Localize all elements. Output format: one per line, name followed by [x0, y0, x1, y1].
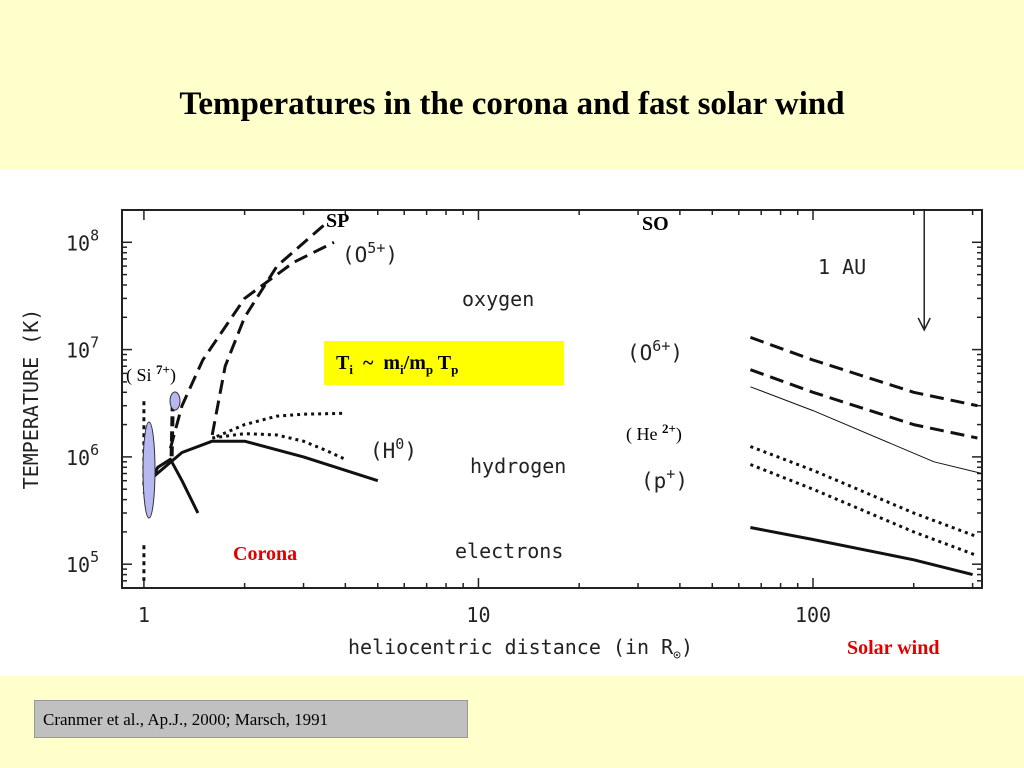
- one-au-label: 1 AU: [818, 255, 866, 279]
- proton-label: (p+): [641, 465, 688, 493]
- corona-label: Corona: [233, 543, 297, 565]
- x-axis-label: heliocentric distance (in R⊙): [348, 635, 693, 663]
- chart-panel: 1 10 100 105 106 107 108 TEMPERATURE (K) heli…: [0, 170, 1024, 676]
- formula-box: Ti ~ mi/mp Tp: [324, 341, 564, 385]
- si-point-marker: [169, 391, 181, 411]
- series-electrons-e: [142, 439, 379, 486]
- plot-frame: [121, 209, 983, 589]
- series-helium-he2plus: [750, 386, 983, 474]
- o6-label: (O6+): [627, 337, 683, 365]
- series-layer: [142, 222, 983, 581]
- series-oxygen-o5plus: [210, 222, 327, 436]
- temperature-chart: 1 10 100 105 106 107 108 TEMPERATURE (K) heli…: [19, 209, 983, 663]
- y-axis-ticks: 105 106 107 108: [66, 209, 982, 589]
- solar-wind-label: Solar wind: [847, 637, 939, 659]
- series-hydrogen-h0: [211, 432, 346, 461]
- x-axis-ticks: 1 10 100: [138, 210, 974, 627]
- y-tick-label: 105: [66, 548, 99, 577]
- series-oxygen-o6plus: [749, 335, 978, 408]
- series-silicon-si7plus: [169, 401, 175, 457]
- x-tick-label: 100: [795, 603, 831, 627]
- sun-symbol-icon: ⊙: [673, 648, 681, 663]
- series-hydrogen-pplus: [749, 463, 978, 558]
- series-oxygen-o5plus: [168, 240, 335, 449]
- o5-label: (O5+): [342, 239, 398, 267]
- sp-label: SP: [326, 210, 349, 232]
- source-citation: Cranmer et al., Ap.J., 2000; Marsch, 199…: [34, 700, 468, 738]
- series-hydrogen-pplus: [749, 445, 978, 539]
- series-electrons-e: [750, 526, 973, 577]
- hydrogen-label: hydrogen: [470, 454, 566, 478]
- y-tick-label: 108: [66, 226, 99, 255]
- series-hydrogen-h0: [216, 411, 346, 438]
- slide-title: Temperatures in the corona and fast sola…: [179, 86, 845, 122]
- series-oxygen-o6plus: [749, 368, 978, 440]
- si-region-marker: [142, 421, 156, 519]
- one-au-arrow: [917, 210, 931, 332]
- y-axis-label: TEMPERATURE (K): [19, 309, 43, 490]
- he-label: ( He 2+): [626, 421, 682, 445]
- h0-label: (H0): [370, 435, 417, 463]
- x-tick-label: 10: [466, 603, 490, 627]
- si-label: ( Si 7+): [126, 362, 176, 386]
- electrons-label: electrons: [455, 539, 563, 563]
- so-label: SO: [642, 213, 669, 235]
- oxygen-label: oxygen: [462, 287, 534, 311]
- y-tick-label: 106: [66, 441, 99, 470]
- one-au-arrowhead: [917, 317, 931, 332]
- x-tick-label: 1: [138, 603, 150, 627]
- y-tick-label: 107: [66, 334, 99, 363]
